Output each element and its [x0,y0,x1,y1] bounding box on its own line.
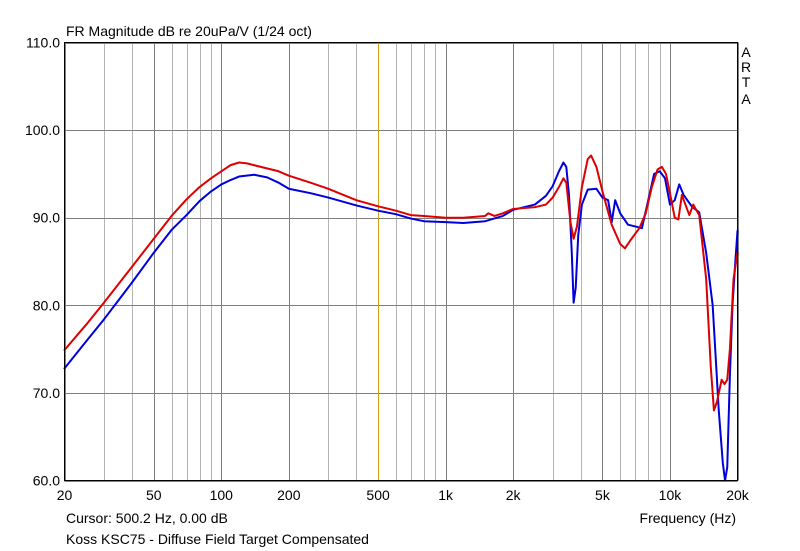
x-tick-label: 20k [726,487,750,503]
x-tick-label: 2k [506,487,522,503]
plot-area [64,42,738,481]
y-tick-label: 90.0 [33,210,60,226]
x-tick-label: 1k [438,487,454,503]
plot-frame [64,42,738,481]
x-tick-label: 10k [659,487,683,503]
brand-letter-a1: A [741,44,751,60]
y-tick-label: 80.0 [33,297,60,313]
major-grid [64,42,739,482]
y-tick-labels: 60.0 70.0 80.0 90.0 100.0 110.0 [25,35,60,489]
x-tick-label: 50 [146,487,162,503]
series-line-2 [63,154,739,412]
x-tick-label: 100 [210,487,234,503]
y-tick-label: 110.0 [26,35,60,51]
series-layer [63,154,739,482]
x-axis-label: Frequency (Hz) [640,510,736,526]
minor-grid [104,42,661,481]
x-tick-labels: 20 50 100 200 500 1k 2k 5k 10k 20k [57,487,750,503]
x-tick-label: 5k [595,487,611,503]
chart-title: FR Magnitude dB re 20uPa/V (1/24 oct) [66,23,312,39]
brand-letter-t: T [742,74,751,90]
y-tick-label: 100.0 [25,122,60,138]
y-tick-label: 60.0 [33,473,60,489]
brand-letter-a2: A [741,91,751,107]
measurement-description: Koss KSC75 - Diffuse Field Target Compen… [66,531,369,547]
x-tick-label: 200 [277,487,301,503]
x-tick-label: 500 [366,487,390,503]
brand-letter-r: R [741,59,751,75]
x-tick-label: 20 [57,487,73,503]
y-tick-label: 70.0 [33,385,60,401]
cursor-readout: Cursor: 500.2 Hz, 0.00 dB [66,510,228,526]
